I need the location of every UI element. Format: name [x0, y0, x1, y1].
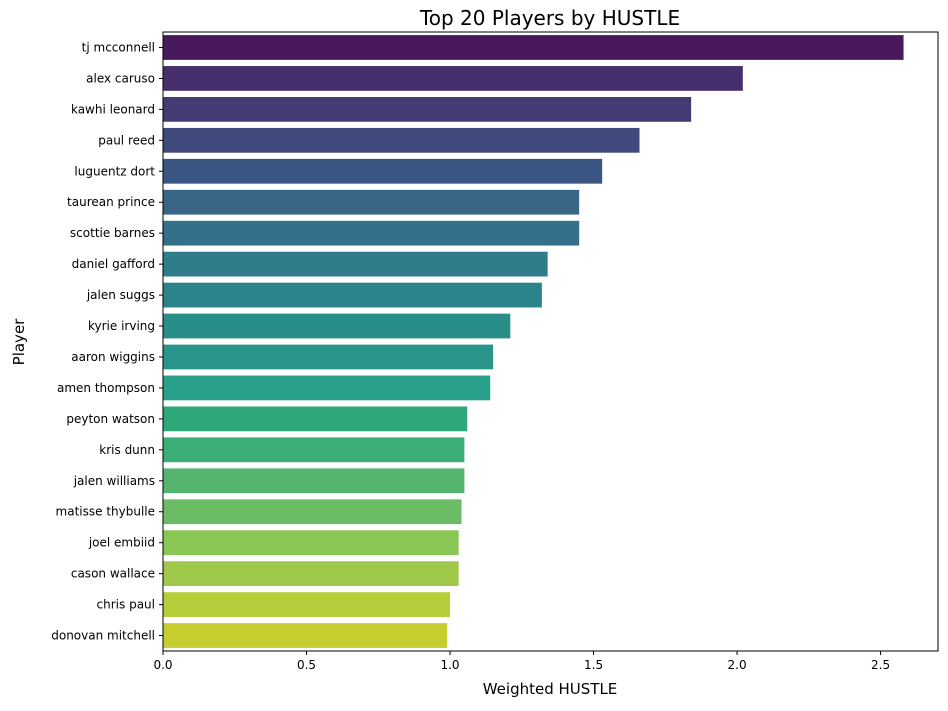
y-tick-label: scottie barnes: [70, 226, 155, 240]
bar-tj-mcconnell: [163, 35, 904, 60]
y-tick-label: kyrie irving: [88, 319, 155, 333]
chart-title: Top 20 Players by HUSTLE: [419, 6, 680, 30]
bar-joel-embiid: [163, 530, 459, 556]
x-tick-label: 0.5: [297, 658, 316, 672]
x-tick-label: 0.0: [153, 658, 172, 672]
bar-cason-wallace: [163, 561, 459, 587]
plot-frame: [162, 31, 939, 652]
bar-taurean-prince: [163, 189, 580, 215]
bar-matisse-thybulle: [163, 499, 462, 525]
y-tick-label: paul reed: [98, 133, 155, 147]
y-tick-label: peyton watson: [66, 412, 155, 426]
y-tick-label: cason wallace: [71, 567, 155, 581]
y-tick-label: chris paul: [97, 598, 155, 612]
y-tick-label: donovan mitchell: [51, 629, 155, 643]
x-tick-label: 2.0: [728, 658, 747, 672]
bar-kawhi-leonard: [163, 96, 692, 122]
y-tick-label: kawhi leonard: [71, 102, 155, 116]
x-tick-label: 1.0: [440, 658, 459, 672]
y-axis-label: Player: [10, 318, 28, 366]
bar-jalen-suggs: [163, 282, 542, 308]
bar-donovan-mitchell: [163, 623, 448, 648]
y-tick-label: joel embiid: [88, 536, 155, 550]
y-tick-label: jalen suggs: [86, 288, 155, 302]
x-tick-label: 1.5: [584, 658, 603, 672]
bars-group: [163, 35, 904, 648]
y-tick-label: kris dunn: [99, 443, 155, 457]
y-tick-label: luguentz dort: [74, 164, 155, 178]
bar-kris-dunn: [163, 437, 465, 463]
bar-daniel-gafford: [163, 251, 548, 277]
bar-aaron-wiggins: [163, 344, 494, 370]
bar-amen-thompson: [163, 375, 491, 401]
y-tick-label: alex caruso: [86, 71, 155, 85]
x-axis-label: Weighted HUSTLE: [483, 680, 618, 698]
y-tick-label: daniel gafford: [72, 257, 155, 271]
bar-scottie-barnes: [163, 220, 580, 246]
bar-luguentz-dort: [163, 158, 603, 184]
y-tick-label: tj mcconnell: [82, 40, 155, 54]
bar-alex-caruso: [163, 66, 743, 91]
bar-peyton-watson: [163, 406, 468, 432]
bar-jalen-williams: [163, 468, 465, 494]
y-tick-label: aaron wiggins: [71, 350, 155, 364]
bar-paul-reed: [163, 127, 640, 153]
y-tick-label: taurean prince: [67, 195, 155, 209]
bar-chris-paul: [163, 592, 451, 617]
x-tick-label: 2.5: [871, 658, 890, 672]
y-tick-label: amen thompson: [57, 381, 155, 395]
x-tick-labels: 0.0 0.5 1.0 1.5 2.0 2.5: [153, 651, 890, 672]
y-tick-label: matisse thybulle: [56, 505, 155, 519]
y-tick-label: jalen williams: [73, 474, 155, 488]
bar-kyrie-irving: [163, 313, 511, 339]
y-tick-labels: tj mcconnell alex caruso kawhi leonard paul…: [51, 40, 163, 643]
